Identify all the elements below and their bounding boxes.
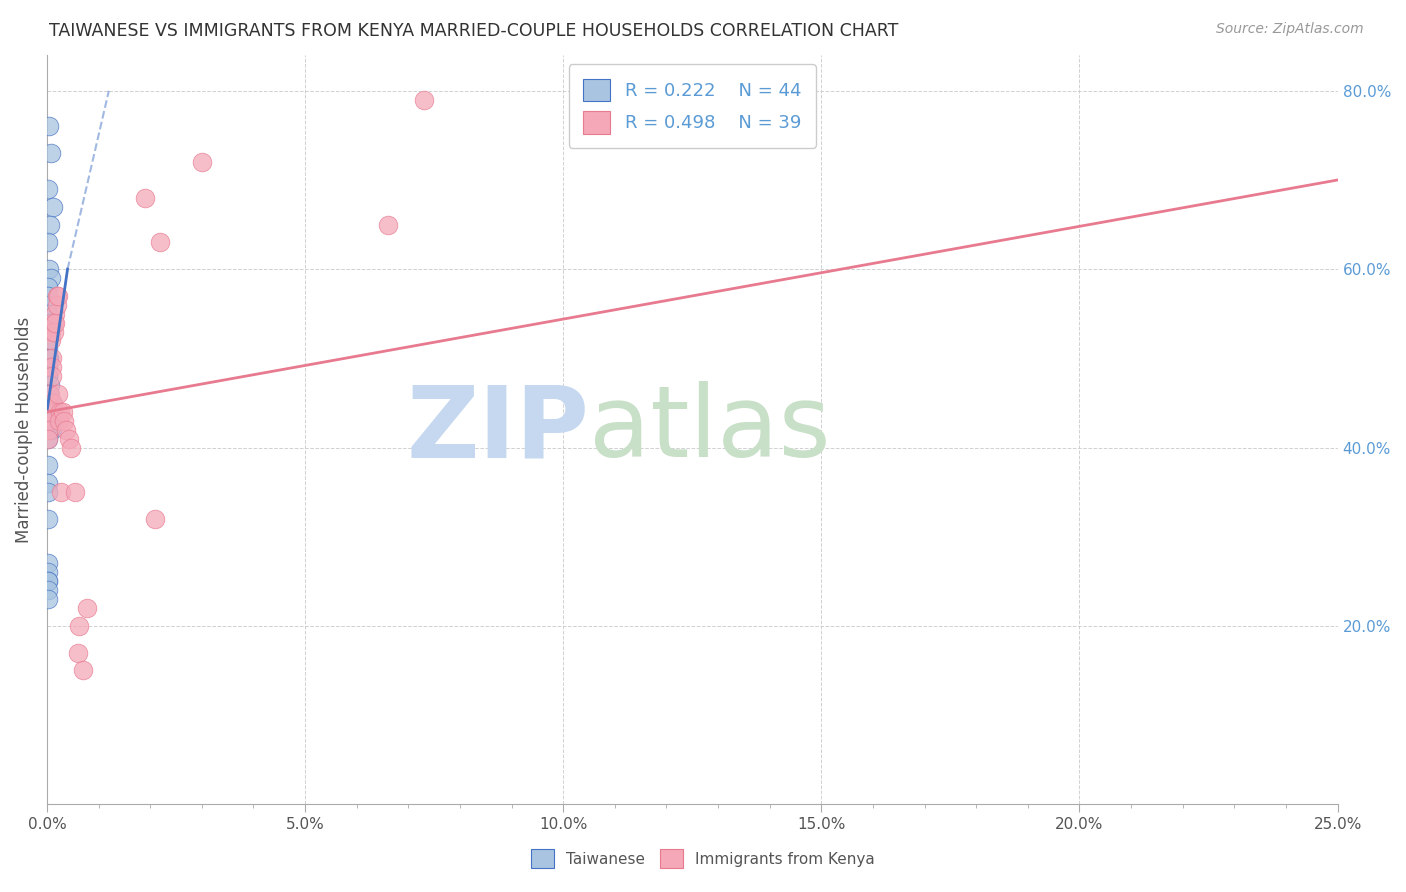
Point [38,405,60,419]
Point [37,592,59,607]
Point [39,387,62,401]
Point [37,307,59,321]
Point [46,289,69,303]
Point [39,271,62,285]
Point [38,387,60,401]
Legend: Taiwanese, Immigrants from Kenya: Taiwanese, Immigrants from Kenya [523,841,883,875]
Point [37,369,59,384]
Point [37,476,59,491]
Y-axis label: Married-couple Households: Married-couple Households [15,317,32,543]
Text: ZIP: ZIP [406,381,589,478]
Text: atlas: atlas [589,381,831,478]
Point [39,325,62,339]
Point [42,396,65,410]
Point [149,235,172,250]
Point [37,235,59,250]
Point [377,218,399,232]
Point [41,351,63,366]
Point [143,512,166,526]
Point [191,155,214,169]
Point [134,191,156,205]
Point [45,298,67,312]
Point [44,316,66,330]
Point [37,432,59,446]
Point [39,146,62,161]
Point [42,200,65,214]
Legend: R = 0.222    N = 44, R = 0.498    N = 39: R = 0.222 N = 44, R = 0.498 N = 39 [569,64,815,148]
Text: Source: ZipAtlas.com: Source: ZipAtlas.com [1216,22,1364,37]
Point [67,619,90,633]
Point [46,289,69,303]
Point [39,334,62,348]
Point [60,441,83,455]
Point [39,378,62,392]
Point [37,458,59,473]
Point [67,646,90,660]
Point [37,351,59,366]
Point [38,120,60,134]
Point [37,325,59,339]
Point [63,485,86,500]
Point [37,369,59,384]
Point [39,325,62,339]
Point [46,387,69,401]
Point [37,574,59,589]
Point [37,414,59,428]
Point [37,396,59,410]
Point [38,351,60,366]
Point [37,396,59,410]
Point [48,414,70,428]
Point [412,93,434,107]
Point [41,316,63,330]
Point [39,218,62,232]
Point [53,414,76,428]
Point [41,369,63,384]
Point [37,566,59,580]
Point [41,423,63,437]
Point [37,512,59,526]
Point [37,432,59,446]
Point [55,423,77,437]
Point [37,360,59,375]
Point [52,405,75,419]
Point [38,316,60,330]
Point [42,316,65,330]
Point [39,423,62,437]
Point [41,396,63,410]
Point [76,601,98,615]
Point [37,298,59,312]
Point [51,485,73,500]
Point [38,262,60,277]
Point [37,557,59,571]
Point [44,307,66,321]
Text: TAIWANESE VS IMMIGRANTS FROM KENYA MARRIED-COUPLE HOUSEHOLDS CORRELATION CHART: TAIWANESE VS IMMIGRANTS FROM KENYA MARRI… [49,22,898,40]
Point [37,414,59,428]
Point [37,289,59,303]
Point [42,414,65,428]
Point [41,360,63,375]
Point [42,325,65,339]
Point [37,583,59,598]
Point [37,334,59,348]
Point [37,574,59,589]
Point [37,343,59,357]
Point [37,280,59,294]
Point [58,432,80,446]
Point [37,485,59,500]
Point [37,405,59,419]
Point [49,405,72,419]
Point [37,182,59,196]
Point [72,664,94,678]
Point [38,423,60,437]
Point [37,387,59,401]
